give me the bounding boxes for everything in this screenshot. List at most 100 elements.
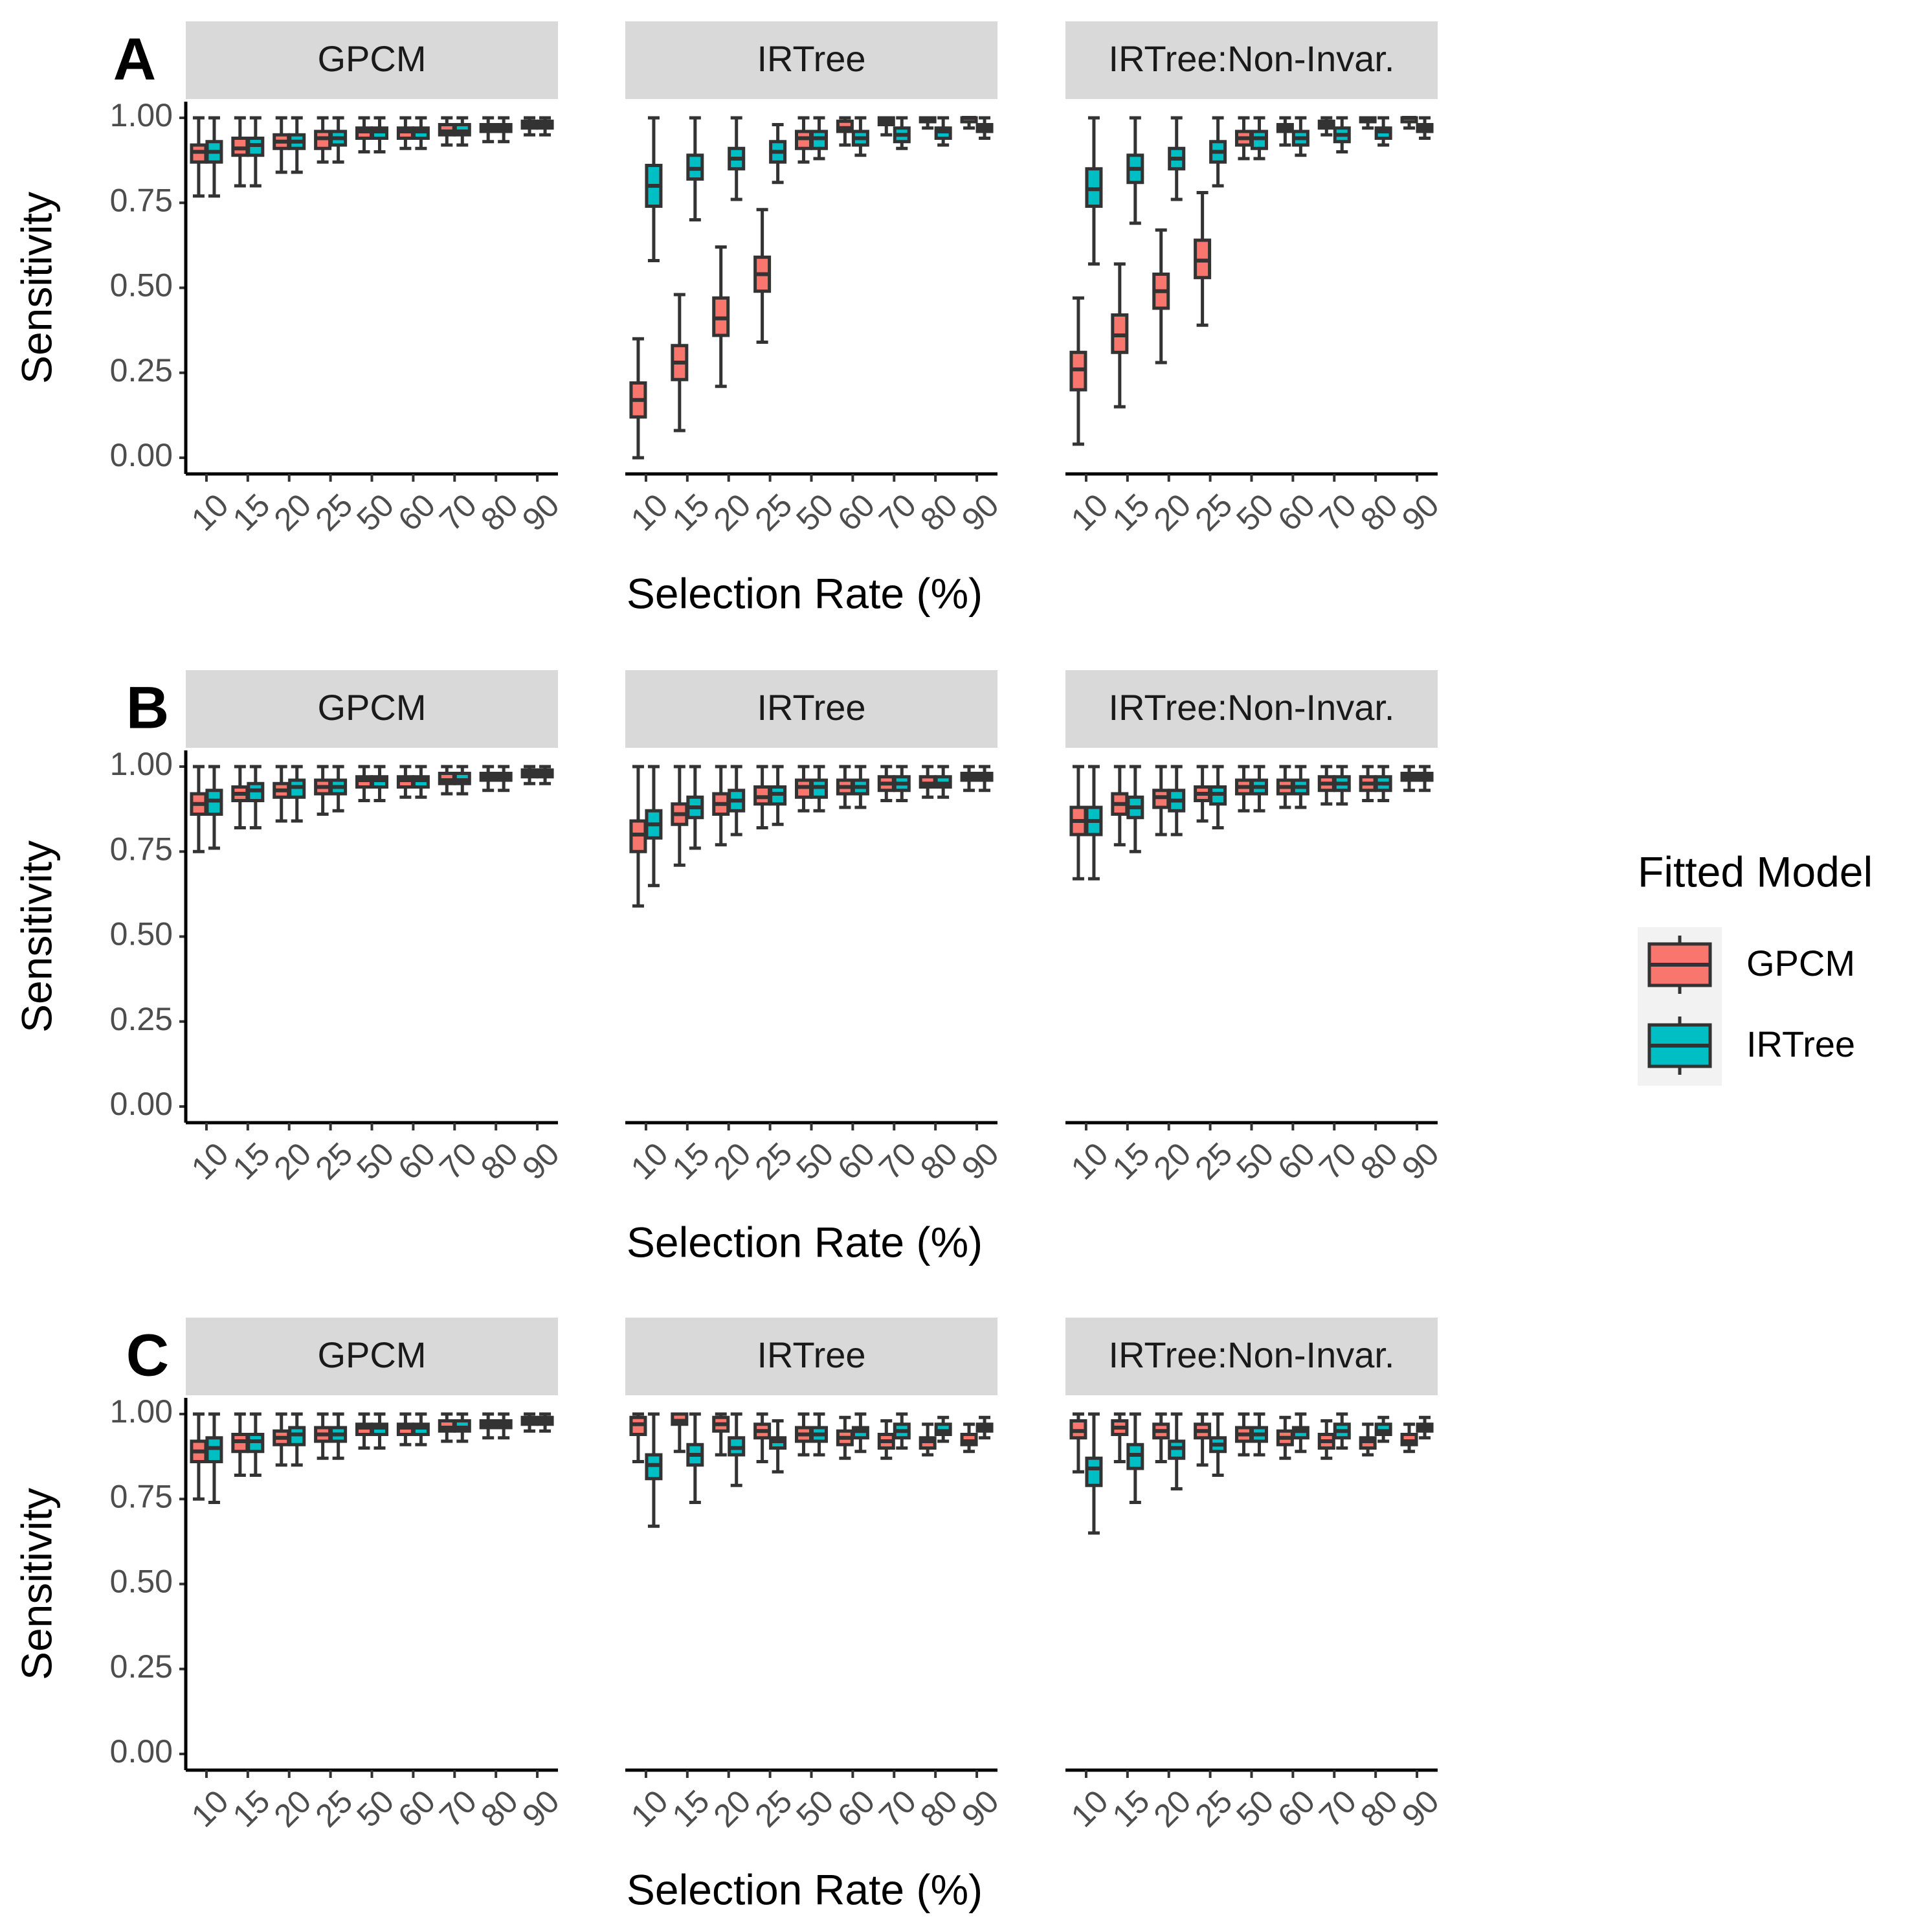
y-tick-label: 0.75: [110, 831, 173, 867]
box-irtree-15: [247, 765, 265, 829]
y-axis-title: Sensitivity: [12, 840, 60, 1033]
box-irtree-60: [851, 116, 869, 157]
box-irtree-80: [934, 116, 952, 147]
box-irtree-90: [975, 116, 994, 140]
legend-label: IRTree: [1746, 1024, 1855, 1064]
box-irtree-70: [893, 1412, 911, 1450]
box-gpcm-70: [1317, 116, 1335, 137]
facet-strip-title: IRTree: [757, 38, 865, 79]
box-irtree-60: [1291, 765, 1309, 809]
legend-entry-irtree: IRTree: [1647, 1017, 1855, 1075]
box-irtree-50: [371, 116, 388, 153]
box-irtree-90: [1416, 116, 1434, 140]
y-tick-label: 1.00: [110, 746, 173, 782]
box-gpcm-15: [1111, 1412, 1129, 1463]
box-irtree-10: [205, 765, 223, 850]
facet-strip: [186, 1318, 558, 1395]
box-irtree-90: [536, 1412, 554, 1433]
box-irtree-20: [288, 1412, 306, 1467]
box-gpcm-20: [1152, 1412, 1170, 1463]
box-iqr: [1085, 1456, 1103, 1487]
y-axis-title: Sensitivity: [12, 192, 60, 384]
box-gpcm-10: [629, 1412, 647, 1463]
box-irtree-90: [536, 765, 554, 785]
y-tick-label: 0.50: [110, 916, 173, 952]
box-gpcm-70: [1317, 1419, 1335, 1460]
x-axis-title: Selection Rate (%): [627, 1218, 983, 1266]
box-gpcm-20: [273, 1412, 291, 1467]
y-tick-label: 1.00: [110, 1393, 173, 1430]
box-irtree-10: [645, 765, 663, 888]
box-irtree-15: [247, 1412, 265, 1477]
box-irtree-20: [728, 765, 746, 837]
box-gpcm-90: [1400, 116, 1418, 130]
box-irtree-25: [769, 1419, 787, 1474]
box-irtree-90: [975, 1415, 994, 1440]
box-irtree-60: [412, 116, 430, 150]
box-gpcm-50: [795, 116, 812, 164]
box-gpcm-25: [753, 208, 772, 344]
facet-strip: [1065, 1318, 1438, 1395]
panel-letter-B: B: [126, 675, 169, 741]
box-irtree-60: [1291, 1412, 1309, 1454]
box-gpcm-25: [1194, 765, 1212, 823]
box-gpcm-90: [960, 765, 978, 792]
box-gpcm-60: [836, 765, 854, 809]
box-irtree-60: [851, 1412, 869, 1454]
box-irtree-10: [205, 1412, 223, 1504]
box-gpcm-60: [1276, 116, 1294, 147]
box-gpcm-20: [712, 765, 730, 847]
box-irtree-50: [1251, 765, 1268, 813]
box-irtree-90: [536, 116, 554, 137]
box-gpcm-90: [960, 1422, 978, 1454]
facet-strip: [186, 21, 558, 99]
box-irtree-80: [495, 116, 513, 144]
y-tick-label: 1.00: [110, 97, 173, 133]
facet-strip-title: IRTree:Non-Invar.: [1109, 1334, 1395, 1375]
box-irtree-50: [371, 1412, 388, 1450]
box-gpcm-80: [919, 116, 937, 130]
box-irtree-15: [686, 1412, 704, 1504]
box-irtree-25: [769, 123, 787, 185]
facet-strip-title: IRTree: [757, 1334, 865, 1375]
facet-grid: A Sensitivity 0.00 0.25 0.50 0.75 1.00 Selectio…: [12, 21, 1446, 1913]
box-gpcm-25: [1194, 1412, 1212, 1467]
panel-letter-C: C: [126, 1322, 169, 1388]
y-axis-title: Sensitivity: [12, 1488, 60, 1680]
box-irtree-25: [1209, 765, 1227, 829]
box-irtree-70: [1333, 765, 1351, 806]
box-gpcm-20: [712, 245, 730, 388]
box-gpcm-20: [273, 765, 291, 823]
y-tick-label: 0.75: [110, 182, 173, 218]
box-irtree-15: [247, 116, 265, 188]
box-irtree-20: [728, 1412, 746, 1487]
y-tick-label: 0.00: [110, 1086, 173, 1122]
box-irtree-15: [1126, 1412, 1144, 1504]
box-gpcm-25: [314, 765, 332, 816]
facet-strip: [625, 1318, 997, 1395]
box-irtree-20: [1168, 116, 1186, 201]
facet-strip-title: GPCM: [318, 687, 427, 728]
box-irtree-10: [1085, 765, 1103, 881]
box-irtree-20: [1168, 1412, 1186, 1490]
box-gpcm-10: [1069, 296, 1087, 446]
box-irtree-70: [453, 1412, 471, 1443]
box-gpcm-70: [877, 1419, 895, 1460]
box-gpcm-50: [795, 765, 812, 813]
y-tick-label: 0.50: [110, 1564, 173, 1600]
y-tick-label: 0.25: [110, 1001, 173, 1037]
box-irtree-25: [329, 765, 348, 813]
box-irtree-90: [975, 765, 994, 792]
box-irtree-80: [495, 1412, 513, 1440]
box-irtree-80: [934, 1415, 952, 1443]
box-irtree-90: [1416, 1415, 1434, 1440]
box-irtree-20: [728, 116, 746, 201]
box-irtree-60: [412, 1412, 430, 1446]
facet-strip: [625, 670, 997, 748]
box-gpcm-60: [396, 1412, 414, 1446]
box-gpcm-10: [629, 765, 647, 908]
